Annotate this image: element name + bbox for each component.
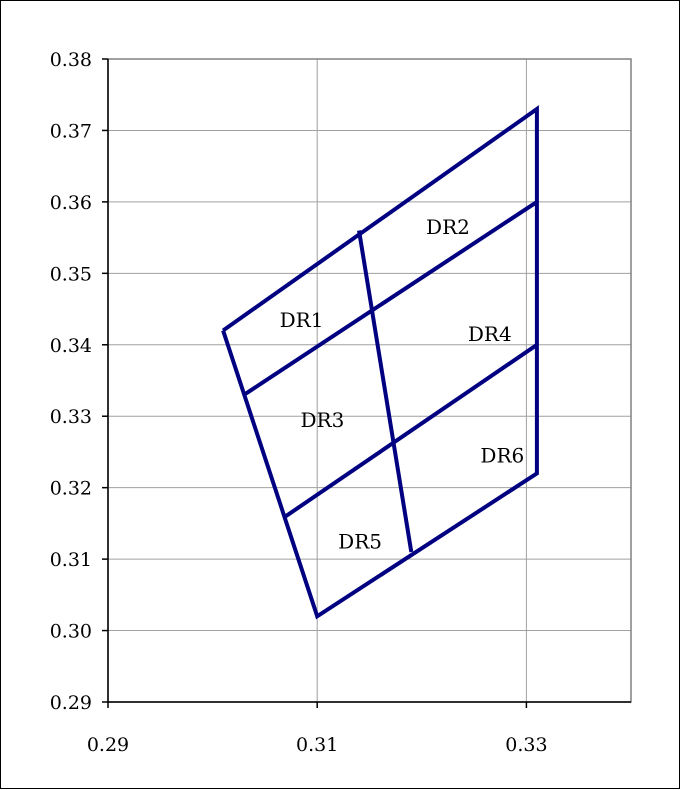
x-tick-label: 0.29 bbox=[87, 734, 129, 756]
boundary-outline bbox=[221, 105, 539, 620]
region-label-dr2: DR2 bbox=[426, 215, 470, 239]
boundary-upper-divider bbox=[242, 200, 539, 397]
region-label-dr3: DR3 bbox=[301, 408, 345, 432]
tick-labels: 0.29 0.30 0.31 0.32 0.33 0.34 0.35 0.36 0.37 0.38… bbox=[50, 49, 548, 756]
y-tick-label: 0.35 bbox=[50, 263, 92, 285]
region-label-dr6: DR6 bbox=[480, 444, 524, 468]
x-tick-label: 0.31 bbox=[296, 734, 338, 756]
y-tick-label: 0.29 bbox=[50, 692, 92, 714]
region-label-dr4: DR4 bbox=[468, 322, 512, 346]
gridlines bbox=[108, 59, 631, 702]
boundary-middle-divider bbox=[284, 343, 539, 518]
y-tick-label: 0.31 bbox=[50, 549, 92, 571]
region-boundaries bbox=[221, 105, 539, 620]
region-label-dr5: DR5 bbox=[338, 529, 382, 553]
region-label-dr1: DR1 bbox=[280, 308, 324, 332]
boundary-center-divider bbox=[357, 230, 414, 553]
y-tick-label: 0.32 bbox=[50, 478, 92, 500]
y-tick-label: 0.30 bbox=[50, 621, 92, 643]
y-tick-label: 0.37 bbox=[50, 120, 92, 142]
plot-area bbox=[107, 58, 632, 703]
y-tick-label: 0.33 bbox=[50, 406, 92, 428]
y-tick-label: 0.34 bbox=[50, 335, 92, 357]
axes bbox=[102, 58, 631, 708]
y-tick-label: 0.38 bbox=[50, 49, 92, 71]
x-tick-label: 0.33 bbox=[505, 734, 547, 756]
y-tick-label: 0.36 bbox=[50, 192, 92, 214]
region-labels: DR1 DR2 DR3 DR4 DR5 DR6 bbox=[280, 215, 525, 553]
